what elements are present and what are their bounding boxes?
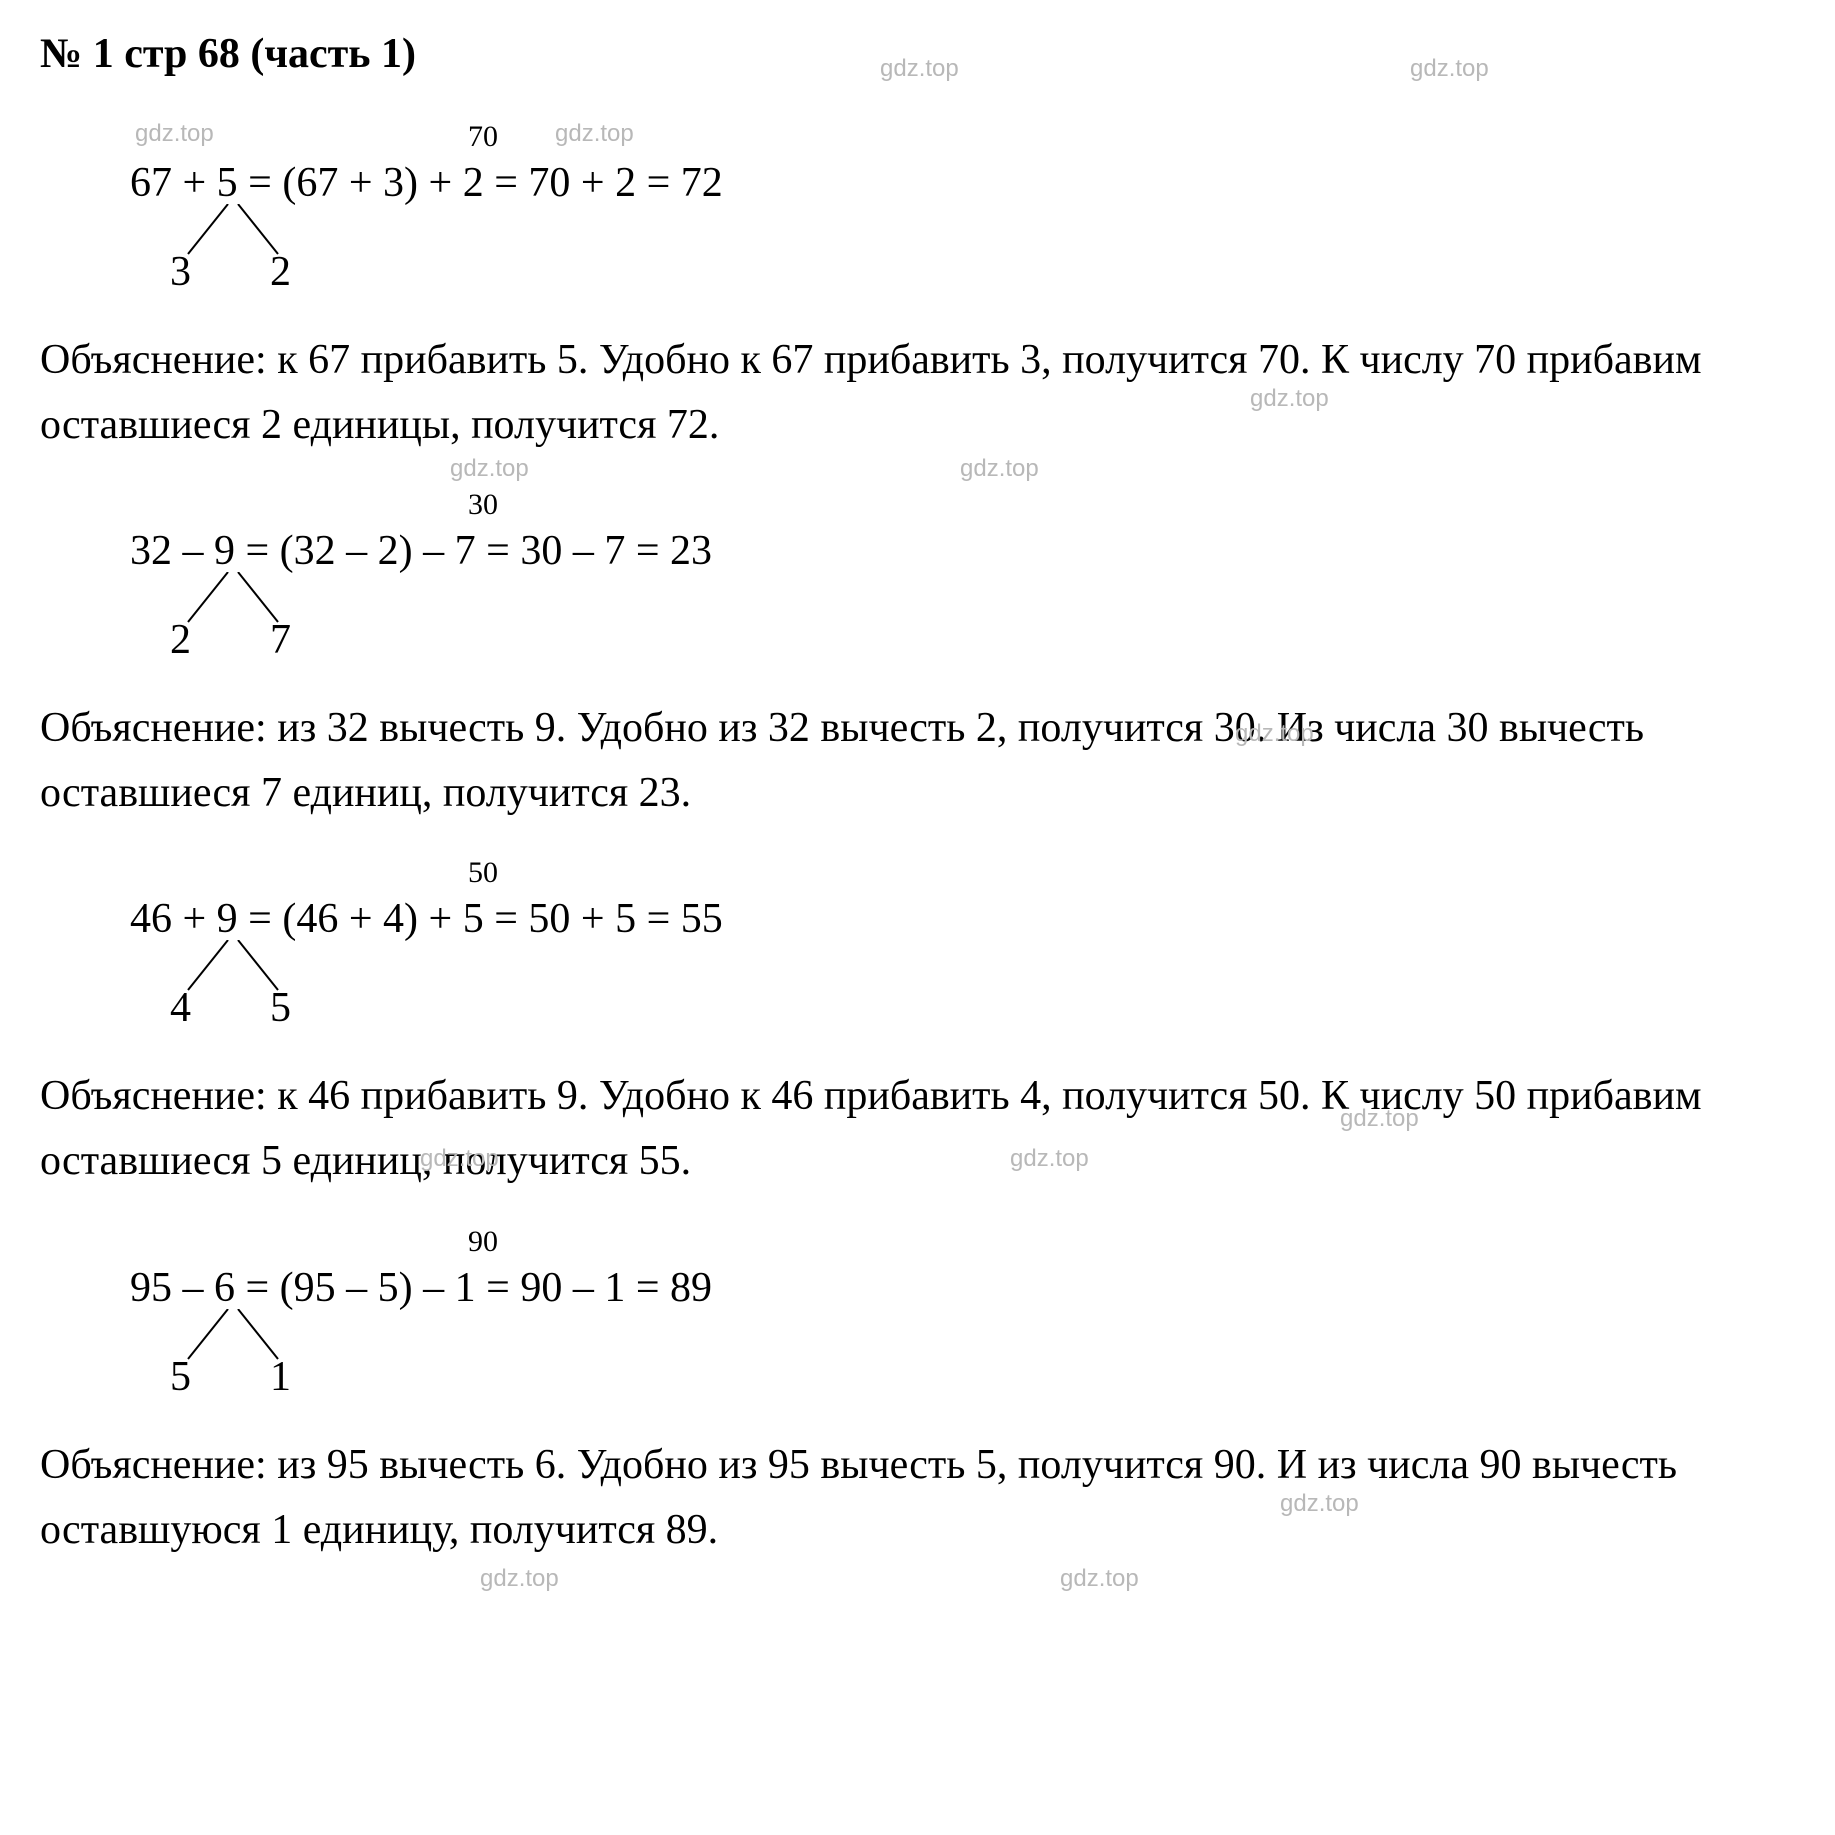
watermark-text: gdz.top — [1010, 1145, 1089, 1173]
equation-block: 70 67 + 5 = (67 + 3) + 2 = 70 + 2 = 72 3… — [130, 108, 1795, 308]
equation-line: 32 – 9 = (32 – 2) – 7 = 30 – 7 = 23 — [130, 526, 1795, 576]
watermark-text: gdz.top — [1280, 1490, 1359, 1518]
watermark-text: gdz.top — [1060, 1565, 1139, 1593]
split-left: 5 — [170, 1353, 191, 1401]
watermark-text: gdz.top — [450, 455, 529, 483]
watermark-text: gdz.top — [960, 455, 1039, 483]
watermark-text: gdz.top — [555, 120, 634, 148]
split-left: 2 — [170, 616, 191, 664]
split-left: 3 — [170, 248, 191, 296]
watermark-text: gdz.top — [1235, 720, 1314, 748]
watermark-text: gdz.top — [1410, 55, 1489, 83]
equation-block: 30 32 – 9 = (32 – 2) – 7 = 30 – 7 = 23 2… — [130, 476, 1795, 676]
intermediate-annotation: 30 — [468, 488, 498, 522]
watermark-text: gdz.top — [420, 1145, 499, 1173]
split-right: 5 — [270, 984, 291, 1032]
explanation-text: Объяснение: из 95 вычесть 6. Удобно из 9… — [40, 1433, 1795, 1563]
split-right: 1 — [270, 1353, 291, 1401]
explanation-text: Объяснение: из 32 вычесть 9. Удобно из 3… — [40, 696, 1795, 826]
explanation-text: Объяснение: к 67 прибавить 5. Удобно к 6… — [40, 328, 1795, 458]
watermark-text: gdz.top — [880, 55, 959, 83]
watermark-text: gdz.top — [480, 1565, 559, 1593]
equation-block: 50 46 + 9 = (46 + 4) + 5 = 50 + 5 = 55 4… — [130, 844, 1795, 1044]
intermediate-annotation: 70 — [468, 120, 498, 154]
equation-line: 67 + 5 = (67 + 3) + 2 = 70 + 2 = 72 — [130, 158, 1795, 208]
split-right: 7 — [270, 616, 291, 664]
intermediate-annotation: 50 — [468, 856, 498, 890]
page: № 1 стр 68 (часть 1) 70 67 + 5 = (67 + 3… — [0, 0, 1835, 1641]
equation-line: 46 + 9 = (46 + 4) + 5 = 50 + 5 = 55 — [130, 894, 1795, 944]
watermark-text: gdz.top — [1340, 1105, 1419, 1133]
explanation-text: Объяснение: к 46 прибавить 9. Удобно к 4… — [40, 1064, 1795, 1194]
split-right: 2 — [270, 248, 291, 296]
intermediate-annotation: 90 — [468, 1225, 498, 1259]
equation-line: 95 – 6 = (95 – 5) – 1 = 90 – 1 = 89 — [130, 1263, 1795, 1313]
watermark-text: gdz.top — [1250, 385, 1329, 413]
split-left: 4 — [170, 984, 191, 1032]
equation-block: 90 95 – 6 = (95 – 5) – 1 = 90 – 1 = 89 5… — [130, 1213, 1795, 1413]
watermark-text: gdz.top — [135, 120, 214, 148]
